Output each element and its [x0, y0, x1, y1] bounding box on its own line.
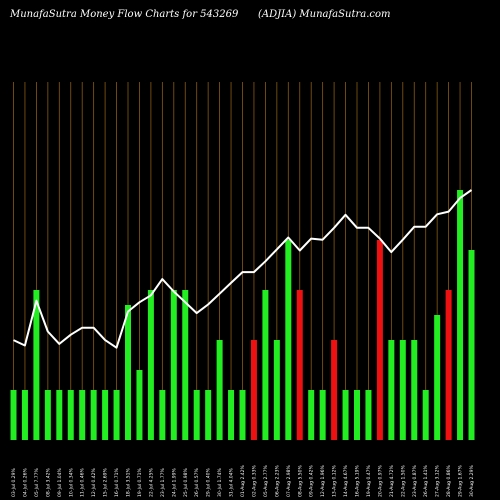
x-tick-label: 25-Jul 0.98%	[183, 468, 189, 497]
money-flow-bar	[388, 340, 395, 440]
x-tick-labels: 03-Jul 0.29% 04-Jul 0.26% 05-Jul 7.77% 08-J…	[11, 465, 475, 497]
money-flow-bar	[33, 290, 40, 440]
money-flow-bar	[79, 390, 86, 440]
x-tick-label: 19-Jul 0.71%	[137, 468, 143, 497]
money-flow-bar	[56, 390, 63, 440]
x-tick-label: 05-Aug 2.77%	[263, 465, 269, 497]
money-flow-bar	[354, 390, 360, 440]
money-flow-bar	[468, 250, 475, 440]
x-tick-label: 08-Aug 5.50%	[297, 465, 303, 497]
money-flow-bar	[205, 390, 212, 440]
x-tick-label: 16-Jul 0.71%	[114, 468, 120, 497]
money-flow-bar	[411, 340, 418, 440]
money-flow-bar	[21, 390, 28, 440]
x-tick-label: 30-Aug 2.29%	[469, 465, 475, 497]
money-flow-bar	[457, 190, 464, 440]
x-tick-label: 14-Aug 4.67%	[343, 465, 349, 497]
money-flow-bar	[376, 240, 383, 440]
x-tick-label: 23-Jul 1.77%	[160, 468, 166, 497]
x-tick-label: 11-Jul 0.46%	[80, 468, 86, 497]
x-tick-label: 22-Aug 1.50%	[400, 465, 406, 497]
x-tick-label: 27-Aug 3.12%	[435, 465, 441, 497]
x-tick-label: 28-Aug 0.86%	[446, 465, 452, 497]
x-tick-label: 19-Aug 0.47%	[366, 465, 372, 497]
money-flow-bar	[113, 390, 120, 440]
x-tick-label: 18-Jul 3.51%	[126, 468, 132, 497]
money-flow-bar	[262, 290, 269, 440]
x-tick-label: 16-Aug 5.19%	[355, 465, 361, 497]
money-flow-bar	[239, 390, 246, 440]
x-tick-label: 31-Jul 4.04%	[229, 468, 235, 497]
x-tick-label: 26-Aug 1.41%	[423, 465, 429, 497]
money-flow-bar	[308, 390, 315, 440]
x-tick-label: 10-Jul 0.34%	[68, 468, 74, 497]
x-tick-label: 12-Jul 0.42%	[91, 468, 97, 497]
money-flow-bars	[10, 190, 475, 440]
x-tick-label: 01-Aug 2.42%	[240, 465, 246, 497]
x-tick-label: 22-Jul 4.25%	[148, 468, 154, 497]
money-flow-bar	[434, 315, 441, 440]
x-tick-label: 24-Jul 1.99%	[171, 468, 177, 497]
x-tick-label: 06-Aug 2.23%	[274, 465, 280, 497]
x-tick-label: 30-Jul 1.74%	[217, 468, 223, 497]
price-line	[13, 189, 473, 349]
x-tick-label: 09-Jul 1.04%	[57, 468, 63, 497]
money-flow-bar	[422, 390, 429, 440]
money-flow-bar	[342, 390, 349, 440]
x-tick-label: 09-Aug 0.42%	[309, 465, 315, 497]
money-flow-bar	[250, 340, 257, 440]
money-flow-bar	[445, 290, 452, 440]
x-tick-label: 13-Aug 0.12%	[332, 465, 338, 497]
x-tick-label: 04-Jul 0.26%	[22, 468, 28, 497]
money-flow-bar	[102, 390, 109, 440]
money-flow-bar	[319, 390, 326, 440]
money-flow-bar	[90, 390, 97, 440]
price-line-group	[13, 189, 473, 349]
x-tick-label: 29-Aug 1.67%	[458, 465, 464, 497]
x-tick-label: 29-Jul 0.40%	[206, 468, 212, 497]
x-tick-label: 02-Aug 0.33%	[251, 465, 257, 497]
x-tick-label: 05-Jul 7.77%	[34, 468, 40, 497]
chart-title-left: MunafaSutra Money Flow Charts for 543269	[10, 9, 239, 20]
money-flow-bar	[216, 340, 223, 440]
money-flow-bar	[182, 290, 189, 440]
money-flow-bar	[67, 390, 74, 440]
money-flow-bar	[365, 390, 372, 440]
x-tick-label: 23-Aug 0.87%	[412, 465, 418, 497]
x-tick-label: 08-Jul 3.42%	[45, 468, 51, 497]
money-flow-bar	[44, 390, 51, 440]
money-flow-bar	[273, 340, 280, 440]
money-flow-bar	[228, 390, 235, 440]
money-flow-bar	[193, 390, 200, 440]
x-tick-label: 12-Aug 1.96%	[320, 465, 326, 497]
money-flow-bar	[147, 290, 154, 440]
x-tick-label: 21-Aug 4.72%	[389, 465, 395, 497]
x-tick-label: 15-Jul 2.69%	[103, 468, 109, 497]
money-flow-bar	[285, 240, 292, 440]
money-flow-bar	[159, 390, 166, 440]
x-tick-label: 03-Jul 0.29%	[11, 468, 17, 497]
money-flow-bar	[136, 370, 143, 440]
money-flow-bar	[331, 340, 338, 440]
money-flow-bar	[10, 390, 17, 440]
x-tick-label: 20-Aug 0.97%	[377, 465, 383, 497]
x-tick-label: 07-Aug 2.98%	[286, 465, 292, 497]
money-flow-bar	[399, 340, 406, 440]
x-tick-label: 26-Jul 0.57%	[194, 468, 200, 497]
money-flow-bar	[296, 290, 303, 440]
chart-title-right: (ADJIA) MunafaSutra.com	[258, 9, 391, 20]
money-flow-bar	[125, 305, 131, 440]
money-flow-bar	[170, 290, 177, 440]
